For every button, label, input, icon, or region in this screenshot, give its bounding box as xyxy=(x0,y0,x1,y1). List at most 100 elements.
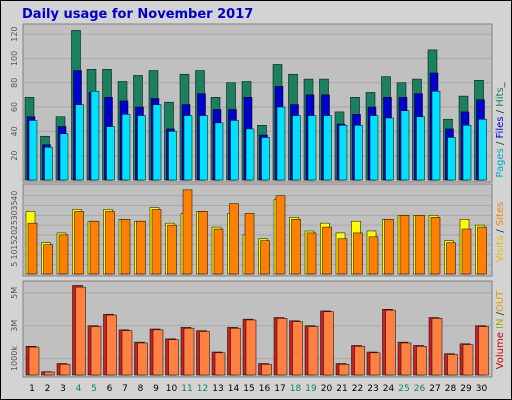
bar-pages-day-11 xyxy=(183,115,193,181)
x-tick-label-day-9: 9 xyxy=(153,384,159,394)
x-tick-label-day-25: 25 xyxy=(398,384,409,394)
x-tick-label-day-27: 27 xyxy=(429,384,440,394)
bar-volume-out-day-13 xyxy=(214,352,226,376)
bar-sites-day-5 xyxy=(89,220,100,275)
bar-pages-day-19 xyxy=(307,115,317,181)
bar-sites-day-4 xyxy=(74,211,84,275)
bar-sites-day-29 xyxy=(461,228,472,275)
y-tick-label: 120 xyxy=(10,26,19,41)
y-tick-label: 15 xyxy=(10,240,19,250)
bar-pages-day-4 xyxy=(75,104,84,181)
bar-pages-day-6 xyxy=(106,126,115,181)
x-tick-label-day-10: 10 xyxy=(166,384,178,394)
bar-pages-day-28 xyxy=(447,137,456,181)
bar-pages-day-8 xyxy=(137,115,146,181)
bar-volume-out-day-18 xyxy=(292,321,303,376)
x-tick-label-day-17: 17 xyxy=(274,384,285,394)
bar-volume-out-day-29 xyxy=(462,344,474,376)
x-tick-label-day-15: 15 xyxy=(243,384,254,394)
x-tick-label-day-4: 4 xyxy=(76,384,82,394)
y-tick-label: 40 xyxy=(10,126,19,136)
y-tick-label: 20 xyxy=(10,151,19,161)
bar-sites-day-25 xyxy=(399,215,410,275)
bar-pages-day-27 xyxy=(431,90,441,181)
bar-pages-day-29 xyxy=(462,125,472,181)
bar-pages-day-5 xyxy=(90,90,100,181)
x-tick-label-day-14: 14 xyxy=(228,384,240,394)
x-tick-label-day-13: 13 xyxy=(212,384,223,394)
x-tick-label-day-22: 22 xyxy=(352,384,363,394)
bar-volume-out-day-19 xyxy=(307,326,319,376)
y-tick-label: 10 xyxy=(10,249,19,259)
bar-volume-out-day-26 xyxy=(416,346,427,376)
bar-volume-out-day-14 xyxy=(230,327,241,376)
y-tick-label: 30 xyxy=(10,210,19,220)
y-tick-label: 3M xyxy=(10,320,19,332)
x-tick-label-day-23: 23 xyxy=(367,384,378,394)
bar-volume-out-day-30 xyxy=(478,326,489,376)
x-tick-label-day-12: 12 xyxy=(197,384,208,394)
x-tick-label-day-1: 1 xyxy=(29,384,35,394)
x-tick-label-day-8: 8 xyxy=(138,384,144,394)
bar-volume-out-day-8 xyxy=(137,342,148,376)
bar-sites-day-12 xyxy=(198,211,208,275)
bar-sites-day-24 xyxy=(384,218,394,275)
bar-volume-out-day-16 xyxy=(261,364,272,376)
bar-sites-day-16 xyxy=(260,240,270,275)
bar-sites-day-22 xyxy=(353,232,363,275)
x-tick-label-day-16: 16 xyxy=(259,384,271,394)
x-tick-label-day-19: 19 xyxy=(305,384,317,394)
x-tick-label-day-30: 30 xyxy=(476,384,488,394)
x-tick-label-day-24: 24 xyxy=(383,384,395,394)
bar-volume-out-day-11 xyxy=(183,327,195,376)
bar-pages-day-26 xyxy=(416,116,425,181)
bar-volume-out-day-28 xyxy=(447,354,458,376)
bar-pages-day-15 xyxy=(245,128,255,181)
y-tick-label: 1000k xyxy=(10,346,19,371)
bar-pages-day-9 xyxy=(152,104,162,181)
legend-pages-files-hits: Pages / Files / Hits_ xyxy=(495,81,506,177)
y-tick-label: 20 xyxy=(10,230,19,240)
bar-sites-day-8 xyxy=(136,220,146,275)
bar-pages-day-1 xyxy=(28,120,38,181)
bar-sites-day-1 xyxy=(27,222,38,275)
bar-pages-day-14 xyxy=(230,120,239,181)
bar-pages-day-7 xyxy=(121,114,131,181)
bar-pages-day-13 xyxy=(214,122,224,181)
bar-volume-out-day-22 xyxy=(354,346,365,376)
y-tick-label: 5 xyxy=(10,262,19,267)
y-tick-label: 5M xyxy=(10,287,19,299)
bar-pages-day-3 xyxy=(59,133,69,181)
legend-visits-sites: Visits / Sites xyxy=(495,202,506,263)
bar-volume-out-day-9 xyxy=(152,329,164,376)
legend-volume: Volume IN /OUT xyxy=(495,290,506,370)
chart-title: Daily usage for November 2017 xyxy=(22,7,254,22)
bar-volume-out-day-5 xyxy=(90,326,102,376)
bar-pages-day-16 xyxy=(261,137,270,181)
x-tick-label-day-21: 21 xyxy=(336,384,347,394)
bar-volume-out-day-12 xyxy=(199,331,210,376)
bar-pages-day-20 xyxy=(323,115,332,181)
y-tick-label: 100 xyxy=(10,51,19,66)
x-tick-label-day-6: 6 xyxy=(107,384,113,394)
bar-volume-out-day-25 xyxy=(400,342,412,376)
x-tick-label-day-20: 20 xyxy=(321,384,333,394)
x-tick-label-day-11: 11 xyxy=(181,384,192,394)
x-tick-label-day-7: 7 xyxy=(122,384,128,394)
bar-sites-day-14 xyxy=(229,203,239,275)
bar-sites-day-23 xyxy=(368,236,379,275)
bar-volume-out-day-24 xyxy=(385,309,396,376)
bar-volume-out-day-17 xyxy=(276,318,288,376)
bar-pages-day-22 xyxy=(354,125,363,181)
bar-sites-day-6 xyxy=(105,211,115,275)
y-tick-label: 40 xyxy=(10,191,19,201)
bar-sites-day-17 xyxy=(275,195,286,275)
bar-sites-day-11 xyxy=(182,189,193,275)
bar-volume-out-day-2 xyxy=(44,371,55,376)
bar-sites-day-3 xyxy=(58,234,69,275)
bar-pages-day-10 xyxy=(168,131,177,181)
bar-volume-out-day-7 xyxy=(121,330,133,376)
bar-volume-out-day-6 xyxy=(106,314,117,376)
bar-volume-out-day-1 xyxy=(28,346,40,376)
